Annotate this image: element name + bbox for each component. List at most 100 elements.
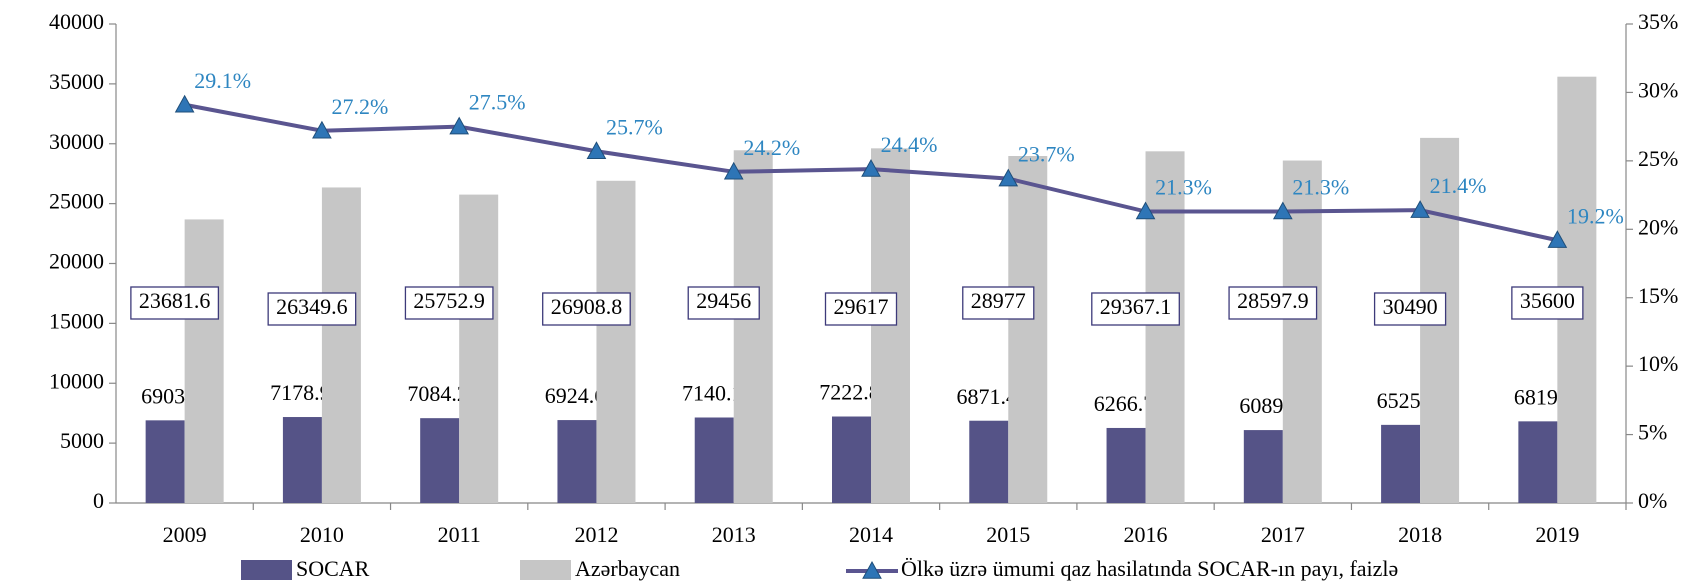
legend-label: SOCAR bbox=[296, 556, 370, 581]
bar bbox=[694, 417, 734, 503]
x-tick-label: 2018 bbox=[1398, 522, 1442, 547]
legend-label: Azərbaycan bbox=[575, 556, 680, 581]
marker bbox=[174, 94, 195, 113]
data-label: 26908.8 bbox=[551, 294, 623, 319]
y-tick-label: 25000 bbox=[49, 189, 104, 214]
y-tick-label: 30000 bbox=[49, 129, 104, 154]
x-tick-label: 2013 bbox=[712, 522, 756, 547]
label-box bbox=[130, 286, 220, 320]
label-box bbox=[1091, 292, 1180, 326]
y2-tick-label: 0% bbox=[1638, 488, 1667, 513]
bar bbox=[596, 180, 636, 503]
y-tick-label: 15000 bbox=[49, 308, 104, 333]
data-label: 29456 bbox=[696, 288, 751, 313]
label-box bbox=[1228, 286, 1318, 320]
bar bbox=[321, 187, 361, 503]
data-label: 6903 bbox=[141, 383, 185, 408]
data-label: 26349.6 bbox=[276, 294, 348, 319]
x-tick-label: 2019 bbox=[1535, 522, 1579, 547]
y2-tick-label: 35% bbox=[1638, 9, 1678, 34]
data-label: 6924.6 bbox=[545, 383, 606, 408]
data-label: 7178.9 bbox=[270, 380, 331, 405]
y2-tick-label: 25% bbox=[1638, 146, 1678, 171]
label-box bbox=[404, 286, 494, 320]
marker bbox=[1135, 201, 1156, 220]
marker bbox=[723, 161, 744, 180]
data-label: 6266.7 bbox=[1094, 391, 1155, 416]
data-label: 19.2% bbox=[1567, 203, 1624, 228]
data-label: 6819 bbox=[1514, 384, 1558, 409]
y2-tick-label: 30% bbox=[1638, 77, 1678, 102]
data-label: 6525 bbox=[1377, 388, 1421, 413]
data-label: 30490 bbox=[1383, 294, 1438, 319]
data-label: 6871.4 bbox=[957, 384, 1018, 409]
x-tick-label: 2011 bbox=[438, 522, 481, 547]
x-tick-label: 2012 bbox=[574, 522, 618, 547]
marker bbox=[861, 159, 881, 177]
x-tick-label: 2010 bbox=[300, 522, 344, 547]
y2-tick-label: 20% bbox=[1638, 214, 1678, 239]
x-tick-label: 2009 bbox=[163, 522, 207, 547]
x-tick-label: 2017 bbox=[1261, 522, 1305, 547]
bar bbox=[871, 148, 910, 503]
y2-tick-label: 5% bbox=[1638, 420, 1667, 445]
data-label: 23681.6 bbox=[139, 288, 211, 313]
bar bbox=[1106, 427, 1146, 503]
x-tick-label: 2016 bbox=[1124, 522, 1168, 547]
data-label: 35600 bbox=[1520, 288, 1575, 313]
data-label: 24.2% bbox=[743, 135, 800, 160]
marker bbox=[449, 116, 470, 135]
bar bbox=[1145, 151, 1185, 503]
data-label: 25.7% bbox=[606, 114, 663, 139]
x-tick-label: 2015 bbox=[986, 522, 1030, 547]
marker bbox=[312, 120, 332, 139]
data-label: 7222.8 bbox=[819, 380, 880, 405]
data-label: 6089 bbox=[1239, 393, 1283, 418]
y2-tick-label: 10% bbox=[1638, 351, 1678, 376]
bar bbox=[282, 417, 322, 503]
data-label: 29367.1 bbox=[1100, 294, 1172, 319]
bar bbox=[184, 219, 224, 503]
bar bbox=[420, 418, 460, 503]
data-label: 21.3% bbox=[1155, 175, 1212, 200]
marker bbox=[586, 141, 607, 159]
y2-tick-label: 15% bbox=[1638, 283, 1678, 308]
y-tick-label: 5000 bbox=[60, 428, 104, 453]
legend-swatch bbox=[520, 560, 571, 580]
bar bbox=[1243, 430, 1283, 503]
bar bbox=[1008, 156, 1048, 503]
label-box bbox=[824, 292, 898, 326]
marker bbox=[1272, 201, 1293, 220]
data-label: 27.5% bbox=[469, 90, 526, 115]
data-label: 7084.2 bbox=[407, 381, 468, 406]
label-box bbox=[1373, 292, 1447, 326]
data-label: 21.3% bbox=[1292, 175, 1349, 200]
marker bbox=[1547, 230, 1568, 248]
y-tick-label: 40000 bbox=[49, 9, 104, 34]
data-label: 23.7% bbox=[1018, 142, 1075, 167]
data-label: 28977 bbox=[971, 288, 1026, 313]
data-label: 7140.1 bbox=[682, 381, 743, 406]
marker bbox=[998, 168, 1019, 187]
bar bbox=[1518, 421, 1558, 503]
data-label: 28597.9 bbox=[1237, 288, 1309, 313]
data-label: 29617 bbox=[834, 294, 889, 319]
label-box bbox=[267, 292, 357, 326]
bar bbox=[145, 420, 185, 503]
bar bbox=[969, 420, 1009, 503]
bar bbox=[832, 416, 871, 503]
label-box bbox=[962, 286, 1035, 320]
bar bbox=[557, 420, 597, 503]
label-box bbox=[687, 286, 760, 320]
bar bbox=[1381, 424, 1421, 503]
legend-label: Ölkə üzrə ümumi qaz hasilatında SOCAR-ın… bbox=[901, 556, 1398, 581]
data-label: 25752.9 bbox=[413, 288, 485, 313]
data-label: 24.4% bbox=[881, 132, 938, 157]
y-tick-label: 35000 bbox=[49, 69, 104, 94]
data-label: 21.4% bbox=[1430, 173, 1487, 198]
label-box bbox=[1511, 286, 1584, 320]
legend-marker bbox=[862, 560, 882, 579]
y-tick-label: 0 bbox=[93, 488, 104, 513]
